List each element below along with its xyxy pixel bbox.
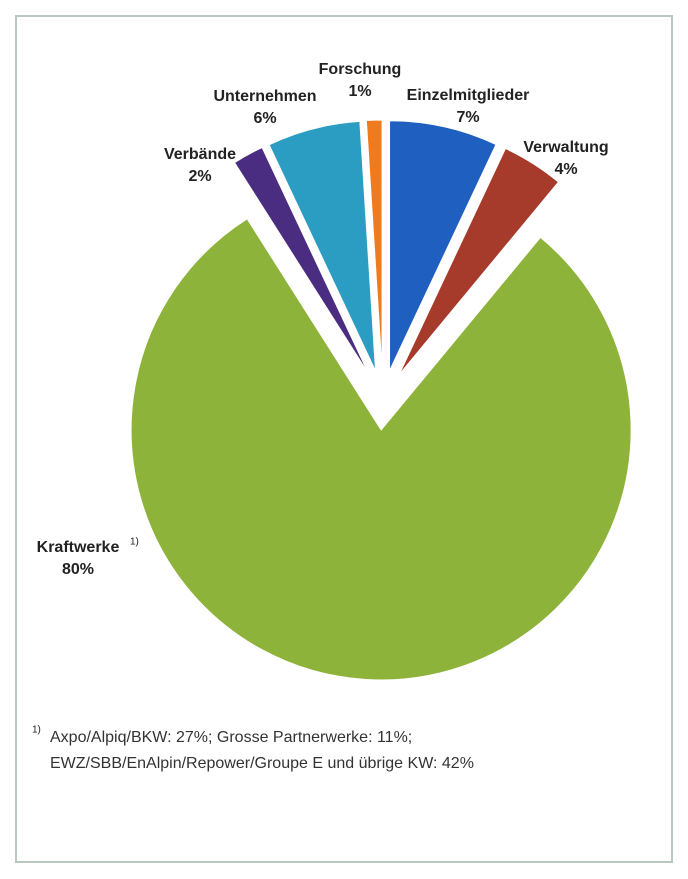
pie-slice <box>389 120 497 371</box>
slice-label: Einzelmitglieder <box>407 87 530 104</box>
label-marker: 1) <box>130 537 139 548</box>
slice-label: Forschung <box>319 61 402 78</box>
pie-slice <box>268 120 377 372</box>
pie-slice <box>398 147 560 375</box>
value-label: 4% <box>554 161 577 178</box>
value-label: 1% <box>348 83 371 100</box>
value-label: 2% <box>188 168 211 185</box>
footnote-marker: 1) <box>32 725 41 736</box>
footnote-line: Axpo/Alpiq/BKW: 27%; Grosse Partnerwerke… <box>50 729 412 746</box>
pie-slice <box>365 119 383 371</box>
value-label: 7% <box>456 109 479 126</box>
value-label: 80% <box>62 561 94 578</box>
slice-label: Unternehmen <box>213 88 316 105</box>
pie-slice <box>233 146 369 374</box>
pie-slice <box>130 218 632 681</box>
slice-label: Kraftwerke <box>37 539 120 556</box>
slice-label: Verwaltung <box>523 139 608 156</box>
value-label: 6% <box>253 110 276 127</box>
footnote-line: EWZ/SBB/EnAlpin/Repower/Groupe E und übr… <box>50 755 474 772</box>
slice-label: Verbände <box>164 146 236 163</box>
